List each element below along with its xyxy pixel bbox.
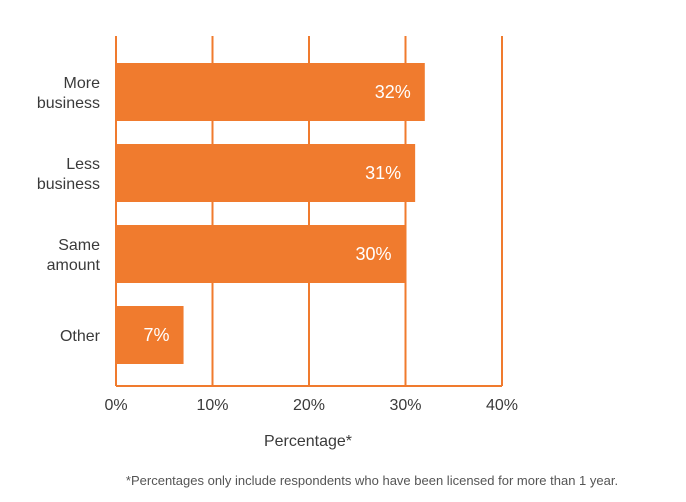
bar bbox=[116, 225, 406, 283]
category-label: Less business bbox=[37, 156, 100, 193]
data-label: 31% bbox=[365, 163, 401, 183]
data-label: 30% bbox=[355, 244, 391, 264]
category-labels: More business Less business Same amount Other bbox=[37, 75, 101, 345]
x-tick-label: 10% bbox=[196, 397, 228, 414]
category-label: Other bbox=[60, 328, 101, 345]
data-label: 7% bbox=[144, 325, 170, 345]
data-label: 32% bbox=[375, 82, 411, 102]
x-tick-label: 40% bbox=[486, 397, 518, 414]
category-label: More business bbox=[37, 75, 100, 112]
x-tick-label: 20% bbox=[293, 397, 325, 414]
bar bbox=[116, 144, 416, 202]
x-tick-label: 30% bbox=[389, 397, 421, 414]
bar bbox=[116, 63, 425, 121]
value-labels: 32% 31% 30% 7% bbox=[144, 82, 411, 345]
category-label: Same amount bbox=[47, 237, 101, 274]
x-tick-label: 0% bbox=[104, 397, 127, 414]
bar bbox=[116, 306, 184, 364]
x-axis-title: Percentage* bbox=[264, 433, 352, 450]
bars bbox=[116, 63, 425, 364]
x-tick-labels: 0% 10% 20% 30% 40% bbox=[104, 397, 518, 414]
footnote: *Percentages only include respondents wh… bbox=[126, 473, 618, 488]
